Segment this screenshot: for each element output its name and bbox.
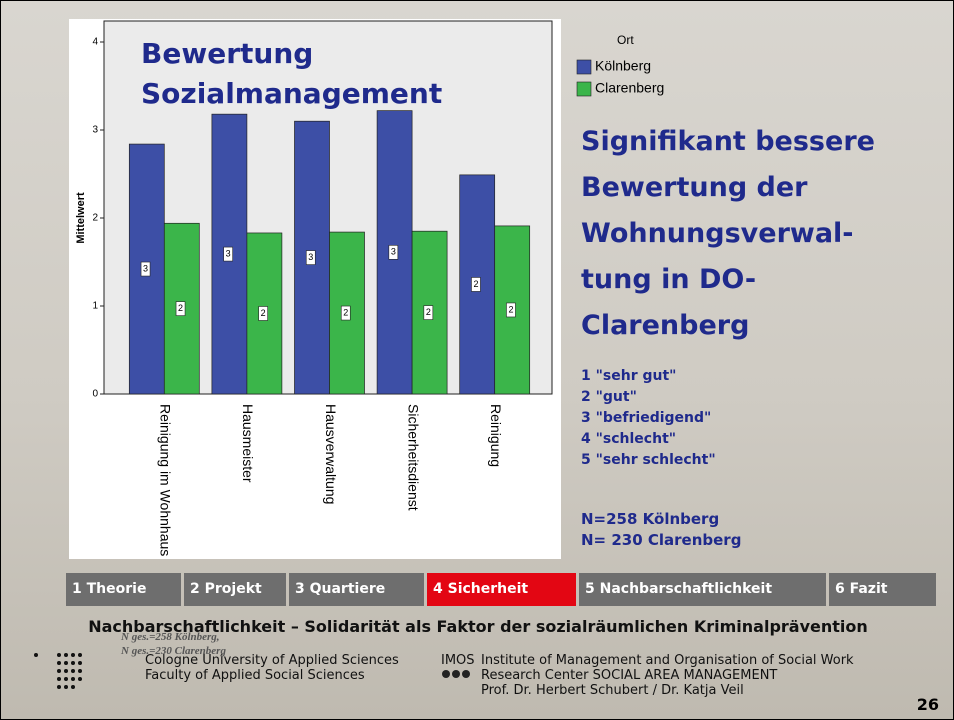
y-tick-label: 2	[92, 213, 98, 224]
footer-title: Nachbarschaftlichkeit – Solidarität als …	[88, 617, 868, 636]
value-label: 3	[391, 247, 396, 257]
x-tick-label: Hausverwaltung	[323, 404, 339, 504]
nav-tab[interactable]: 1 Theorie	[66, 573, 181, 606]
page-number: 26	[916, 695, 939, 714]
chart-title: Bewertung Sozialmanagement	[141, 37, 442, 110]
institute-line: Research Center SOCIAL AREA MANAGEMENT	[481, 668, 778, 683]
footer-note: N ges.=230 Clarenberg	[121, 645, 226, 657]
heading-line: tung in DO-	[581, 264, 757, 295]
y-tick-label: 4	[92, 37, 98, 48]
x-tick-label: Sicherheitsdienst	[405, 404, 421, 511]
value-label-box	[223, 246, 233, 262]
legend-swatch	[576, 59, 592, 75]
legend-swatch	[576, 81, 592, 97]
heading: Signifikant bessere Bewertung der Wohnun…	[581, 119, 875, 349]
university-line: Cologne University of Applied Sciences	[145, 653, 399, 668]
y-tick-label: 3	[92, 125, 98, 136]
chart-title-line: Bewertung	[141, 37, 323, 70]
value-label: 2	[508, 304, 513, 314]
university-line: Faculty of Applied Social Sciences	[145, 668, 365, 683]
legend-label: Clarenberg	[595, 80, 664, 96]
scale-item: 1 "sehr gut"	[581, 368, 677, 384]
nav-tab[interactable]: 6 Fazit	[829, 573, 936, 606]
footer-note: N ges.=258 Kölnberg,	[121, 631, 220, 643]
value-label-box	[175, 301, 186, 316]
value-label-box	[388, 245, 399, 260]
value-label: 2	[473, 279, 478, 289]
value-label: 2	[178, 303, 183, 313]
university: Cologne University of Applied Sciences F…	[145, 653, 399, 683]
value-label-box	[305, 250, 316, 265]
imos: IMOS	[441, 653, 475, 668]
sample: N=258 Kölnberg N= 230 Clarenberg	[581, 509, 741, 551]
value-label: 3	[226, 248, 231, 258]
institute-line: Prof. Dr. Herbert Schubert / Dr. Katja V…	[481, 683, 744, 698]
value-label-box	[140, 261, 151, 277]
chart: 0 1 2 3 4 Mittelwert Bewertung Sozialmanagemen…	[75, 20, 664, 556]
scale-item: 3 "befriedigend"	[581, 410, 712, 426]
nav-tab[interactable]: 3 Quartiere	[289, 573, 424, 606]
y-axis-label: Mittelwert	[75, 192, 87, 244]
value-label-box	[258, 306, 268, 321]
sample-line: N=258 Kölnberg	[581, 510, 720, 528]
value-label-box	[423, 305, 434, 320]
value-label: 2	[426, 307, 431, 317]
institute: Institute of Management and Organisation…	[481, 653, 854, 698]
scale-item: 5 "sehr schlecht"	[581, 452, 716, 468]
scale-item: 4 "schlecht"	[581, 431, 677, 447]
value-label: 3	[143, 263, 148, 273]
sample-line: N= 230 Clarenberg	[581, 531, 742, 549]
scale: 1 "sehr gut" 2 "gut" 3 "befriedigend" 4 …	[581, 366, 716, 471]
nav-tab[interactable]: 4 Sicherheit	[427, 573, 576, 606]
value-label-box	[506, 302, 516, 318]
scale-item: 2 "gut"	[581, 389, 637, 405]
chart-title-line: Sozialmanagement	[141, 77, 442, 110]
y-tick-label: 1	[92, 301, 98, 312]
legend-title: Ort	[617, 33, 634, 47]
y-tick-label: 0	[92, 389, 98, 400]
heading-line: Bewertung der	[581, 172, 808, 203]
value-label-box	[471, 277, 481, 292]
nav-tab[interactable]: 2 Projekt	[184, 573, 286, 606]
logo-dots	[34, 653, 82, 689]
x-tick-label: Hausmeister	[240, 404, 256, 483]
nav-tab[interactable]: 5 Nachbarschaftlichkeit	[579, 573, 826, 606]
x-tick-label: Reinigung im Wohnhaus	[158, 404, 174, 556]
chart-panel: 0 1 2 3 4 Mittelwert Bewertung Sozialmanagemen…	[69, 19, 664, 559]
imos-logo	[442, 670, 470, 678]
legend-label: Kölnberg	[595, 58, 651, 74]
heading-line: Wohnungsverwal-	[581, 218, 854, 249]
x-tick-label: Reinigung	[488, 404, 504, 467]
value-label-box	[340, 305, 351, 321]
institute-line: Institute of Management and Organisation…	[481, 653, 854, 668]
heading-line: Clarenberg	[581, 310, 750, 341]
value-label: 2	[343, 307, 348, 317]
value-label: 3	[308, 252, 313, 262]
value-label: 2	[261, 308, 266, 318]
heading-line: Signifikant bessere	[581, 126, 875, 157]
